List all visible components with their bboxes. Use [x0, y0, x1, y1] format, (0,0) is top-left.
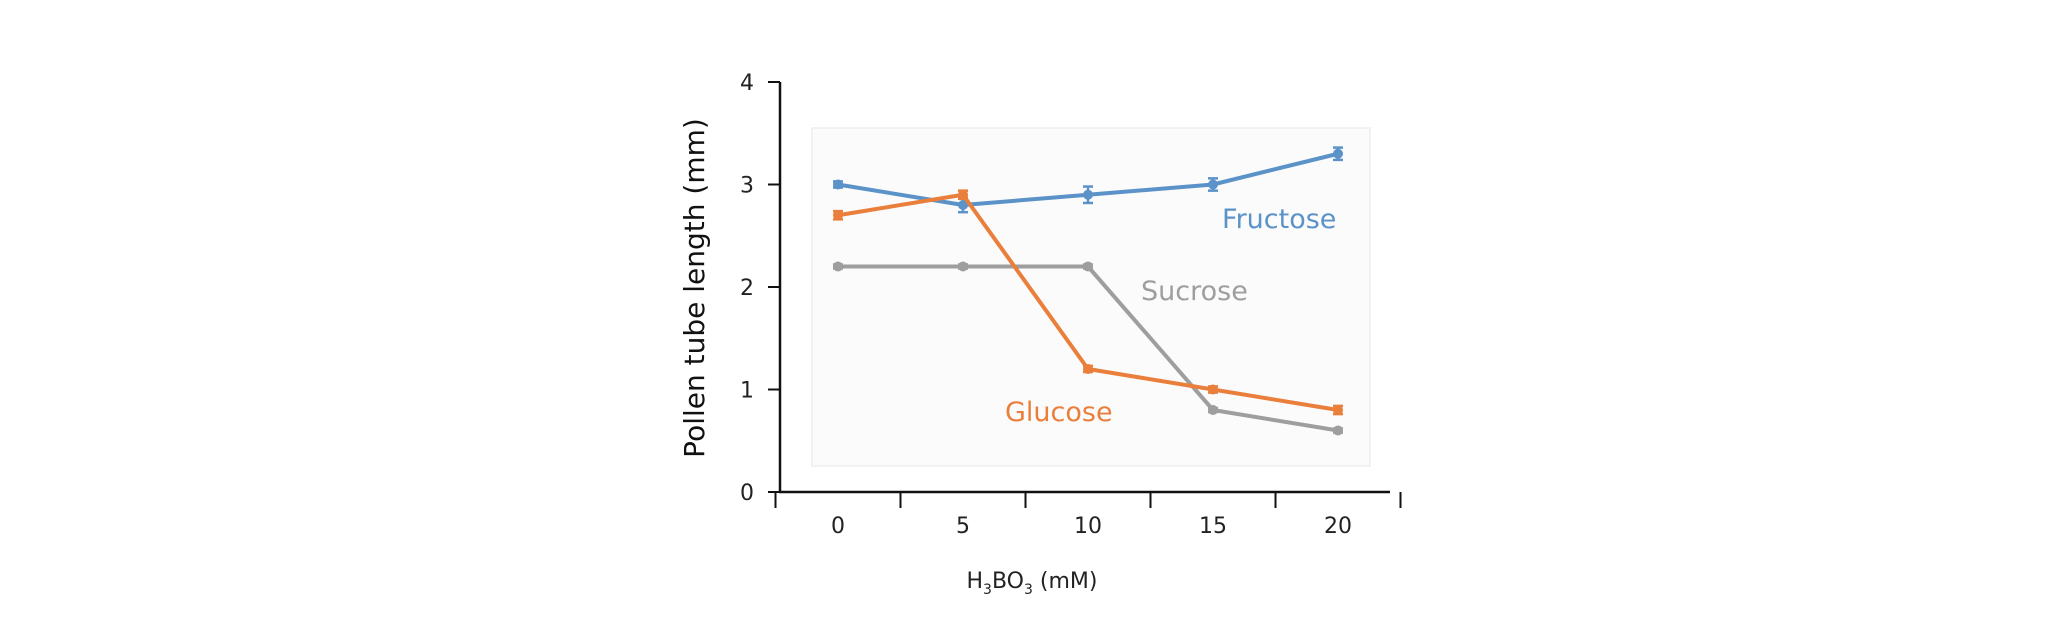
data-point-glucose — [958, 189, 968, 200]
y-tick-label: 1 — [740, 379, 754, 404]
data-point-sucrose — [1208, 405, 1218, 415]
data-point-glucose — [833, 210, 843, 221]
series-label-glucose: Glucose — [1005, 397, 1113, 428]
x-axis-label-main: H — [967, 569, 984, 594]
x-axis-label-unit: (mM) — [1033, 569, 1098, 594]
y-tick-label: 3 — [740, 174, 754, 199]
data-point-sucrose — [958, 261, 968, 272]
data-point-fructose — [1208, 179, 1218, 190]
y-axis-ticks: 0 1 2 3 4 — [740, 71, 780, 506]
x-tick-label: 0 — [831, 514, 845, 539]
x-axis-label-middle: BO — [992, 569, 1024, 594]
series-layer — [833, 146, 1343, 436]
data-point-fructose — [1333, 148, 1343, 159]
series-sucrose — [833, 261, 1343, 436]
x-tick-label: 15 — [1199, 514, 1227, 539]
series-glucose — [833, 189, 1343, 416]
y-axis-label: Pollen tube length (mm) — [678, 118, 711, 458]
data-point-sucrose — [1083, 261, 1093, 272]
x-tick-label: 5 — [956, 514, 970, 539]
y-tick-label: 2 — [740, 276, 754, 301]
plot-background-panel — [811, 127, 1371, 467]
data-point-fructose — [1083, 189, 1093, 200]
x-axis-label: H3BO3 (mM) — [967, 569, 1098, 598]
data-point-glucose — [1208, 384, 1218, 395]
x-axis-label-subscript-2: 3 — [1024, 582, 1033, 598]
x-tick-label: 20 — [1324, 514, 1352, 539]
data-point-fructose — [958, 200, 968, 210]
x-tick-label: 10 — [1074, 514, 1102, 539]
data-point-glucose — [1083, 364, 1093, 374]
y-tick-label: 4 — [740, 71, 754, 96]
data-point-sucrose — [1333, 425, 1343, 436]
y-tick-label: 0 — [740, 481, 754, 506]
series-label-sucrose: Sucrose — [1141, 276, 1248, 307]
series-label-fructose: Fructose — [1222, 204, 1336, 235]
x-axis-ticks: 0 5 10 15 20 — [774, 492, 1402, 539]
series-fructose — [833, 146, 1343, 214]
x-axis-label-subscript-1: 3 — [983, 582, 992, 598]
data-point-sucrose — [833, 261, 843, 272]
data-point-glucose — [1333, 405, 1343, 415]
data-point-fructose — [833, 179, 843, 190]
